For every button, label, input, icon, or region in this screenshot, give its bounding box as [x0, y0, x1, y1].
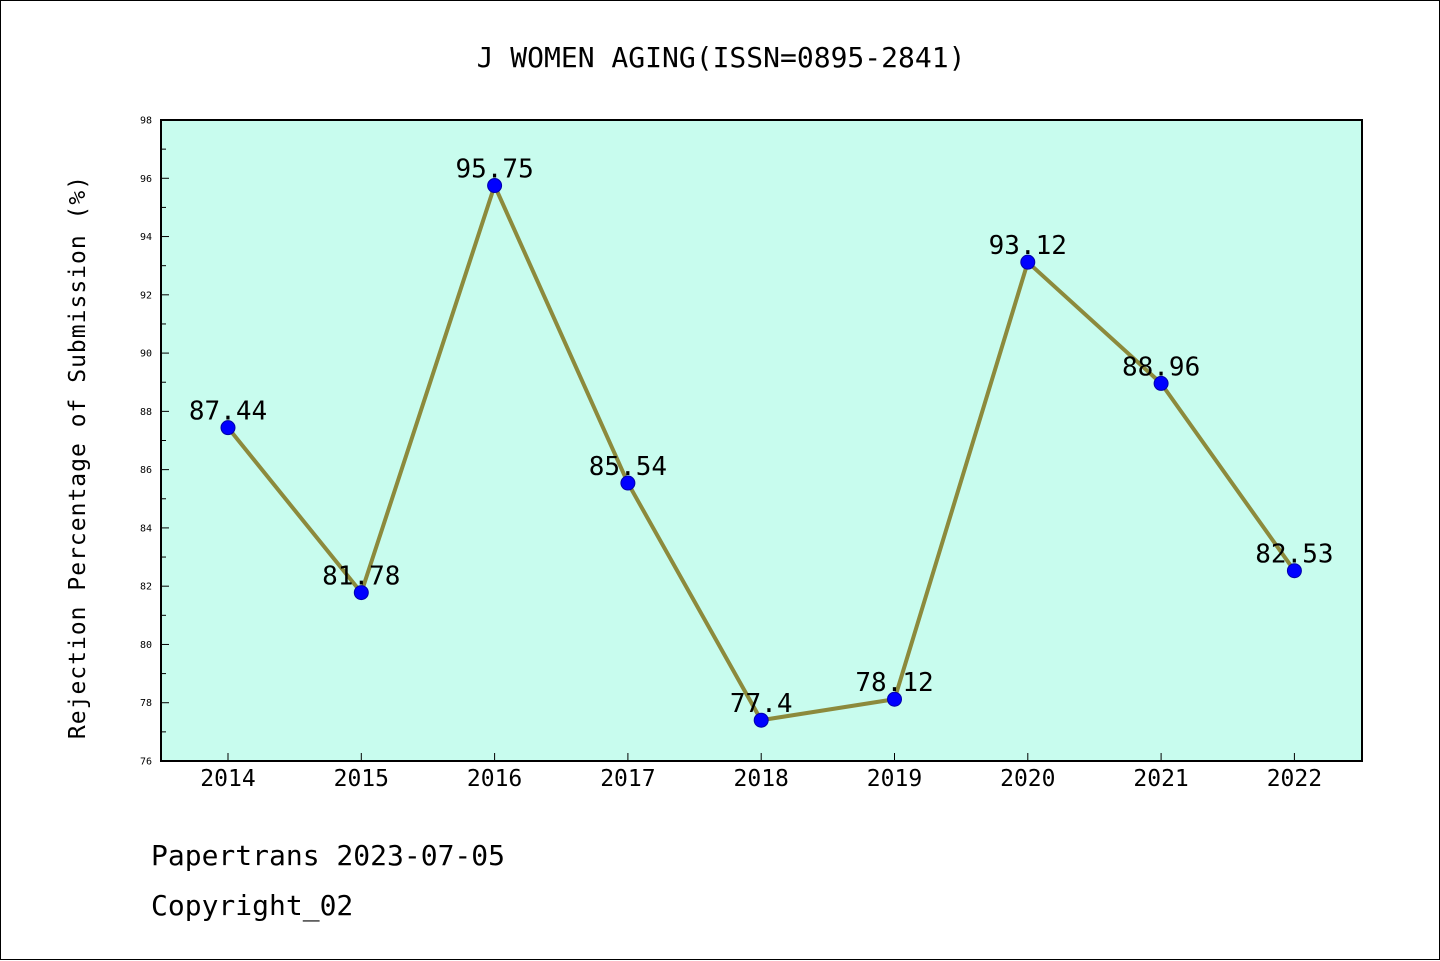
y-axis-label: Rejection Percentage of Submission (%) [65, 175, 91, 739]
data-point [487, 178, 503, 194]
x-tick-label: 2014 [200, 766, 255, 792]
y-tick-label: 84 [140, 523, 152, 534]
data-point [1020, 254, 1036, 270]
x-tick-label: 2018 [734, 766, 789, 792]
footer-date: Papertrans 2023-07-05 [151, 839, 505, 872]
data-point [220, 420, 236, 436]
series-group: 87.44 81.78 95.75 85.54 77.4 78.12 93.12 88.96 8… [189, 155, 1334, 728]
y-tick-label: 96 [140, 174, 152, 185]
y-tick-label: 86 [140, 465, 152, 476]
data-point [353, 585, 369, 601]
data-label: 81.78 [322, 562, 400, 592]
x-tick-label: 2015 [334, 766, 389, 792]
data-label: 78.12 [855, 668, 933, 698]
footer-copyright: Copyright_02 [151, 889, 353, 923]
x-tick-label: 2021 [1133, 766, 1188, 792]
y-tick-label: 82 [140, 582, 152, 593]
y-tick-label: 80 [140, 640, 152, 651]
y-tick-label: 94 [140, 232, 152, 243]
x-tick-label: 2016 [467, 766, 522, 792]
data-point [1153, 375, 1169, 391]
data-point [1286, 563, 1302, 579]
data-label: 87.44 [189, 397, 267, 427]
plot-frame [160, 119, 1363, 762]
data-point [620, 475, 636, 491]
data-label: 93.12 [989, 231, 1067, 261]
chart-title: J WOMEN AGING(ISSN=0895-2841) [477, 41, 966, 74]
data-point [887, 691, 902, 707]
data-label: 95.75 [455, 155, 533, 185]
y-tick-label: 98 [140, 116, 152, 127]
x-tick-label: 2017 [600, 766, 655, 792]
data-point [753, 712, 769, 728]
data-label: 77.4 [730, 689, 793, 719]
x-tick-label: 2020 [1000, 766, 1055, 792]
y-tick-label: 76 [140, 757, 152, 768]
y-tick-label: 90 [140, 349, 152, 360]
y-tick-label: 88 [140, 407, 152, 418]
x-tick-label: 2019 [867, 766, 922, 792]
axis-ticks: 76 78 80 82 84 86 88 90 92 94 96 98 2014 2015 2016 2017… [140, 116, 1322, 793]
plot-area [161, 120, 1362, 761]
y-tick-label: 92 [140, 290, 152, 301]
x-tick-label: 2022 [1267, 766, 1322, 792]
data-label: 85.54 [589, 452, 667, 482]
data-label: 82.53 [1255, 540, 1333, 570]
data-label: 88.96 [1122, 352, 1200, 382]
y-tick-label: 78 [140, 698, 152, 709]
